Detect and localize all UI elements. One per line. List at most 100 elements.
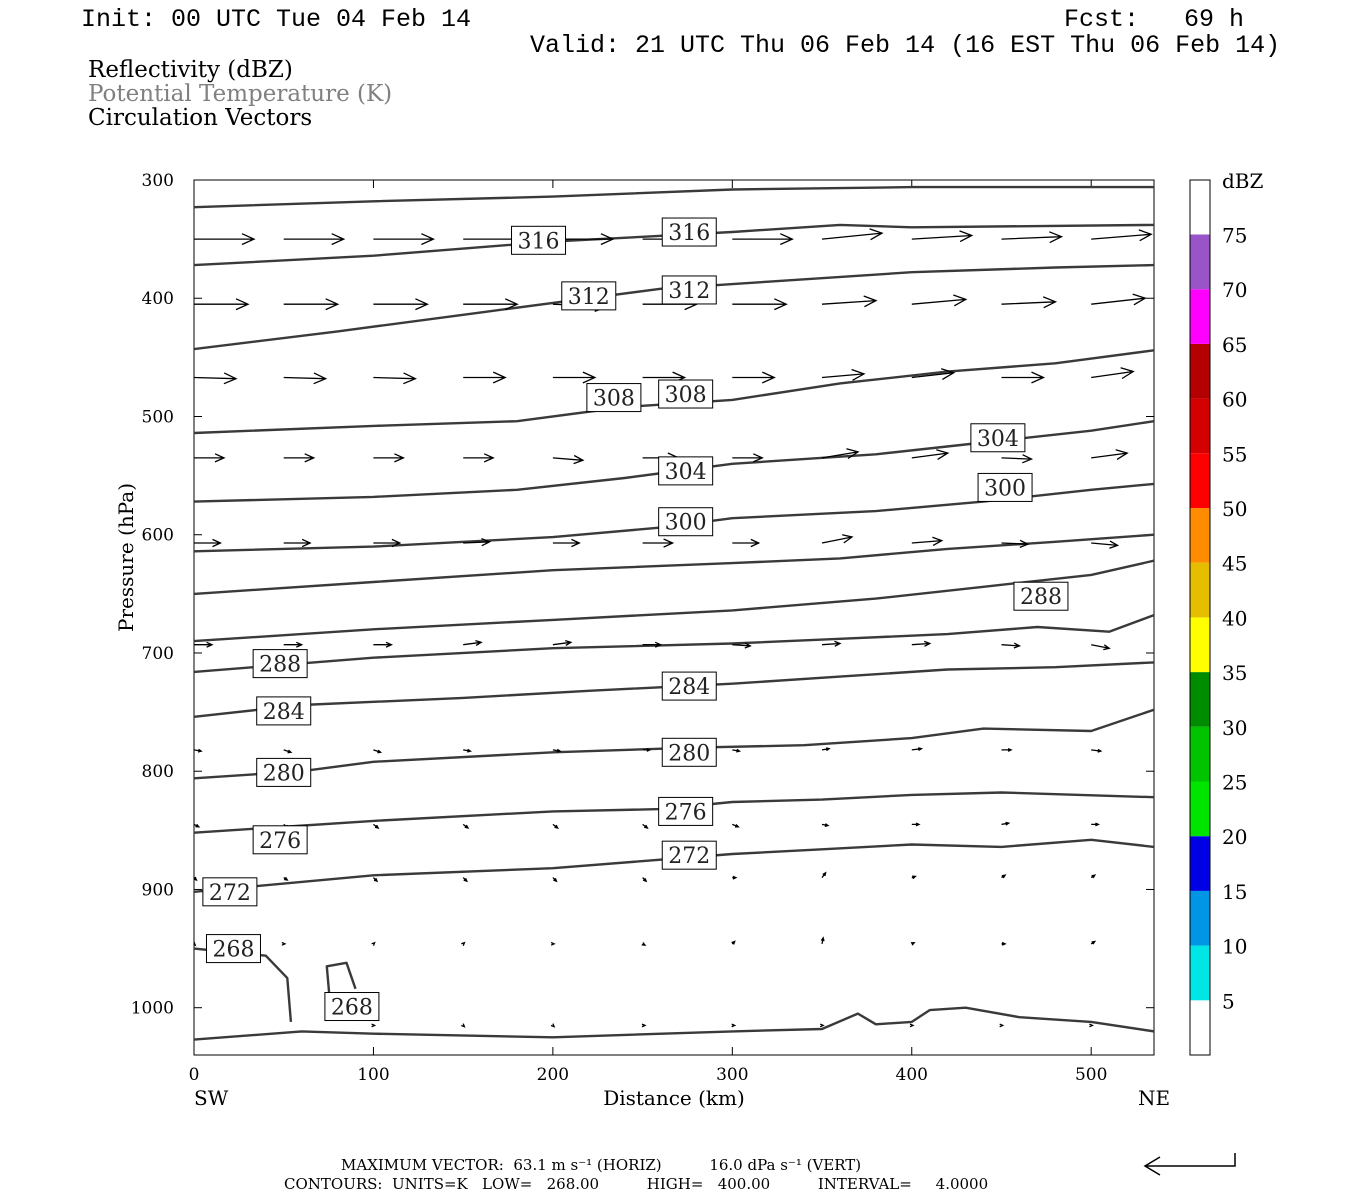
colorbar-level-label: 10 xyxy=(1222,935,1247,959)
circulation-vector xyxy=(1090,874,1097,879)
circulation-vector xyxy=(1001,296,1058,309)
contour-label: 288 xyxy=(1020,585,1062,610)
circulation-vector xyxy=(283,233,346,246)
colorbar-segment xyxy=(1190,180,1210,235)
circulation-vector xyxy=(999,1023,1005,1028)
contour-label: 304 xyxy=(977,427,1019,452)
colorbar-level-label: 20 xyxy=(1222,825,1247,849)
theta-contour xyxy=(194,185,1154,209)
theta-contour xyxy=(194,838,1154,893)
contour-label: 268 xyxy=(331,996,373,1021)
circulation-vector xyxy=(732,748,742,753)
contour-label-box xyxy=(256,757,312,787)
legend-circulation-vectors: Circulation Vectors xyxy=(88,105,313,131)
circulation-vector xyxy=(463,639,483,646)
circulation-vector xyxy=(1001,874,1007,879)
colorbar-segment xyxy=(1190,672,1210,727)
theta-contour xyxy=(194,482,1154,553)
x-axis-label: Distance (km) xyxy=(603,1086,745,1110)
circulation-vector xyxy=(1091,540,1120,549)
colorbar-level-label: 70 xyxy=(1222,278,1247,302)
colorbar-segment xyxy=(1190,234,1210,290)
circulation-vector xyxy=(909,1023,915,1028)
colorbar-level-label: 5 xyxy=(1222,989,1235,1013)
colorbar-segment xyxy=(1190,726,1210,782)
theta-contour xyxy=(194,420,1154,503)
circulation-vector xyxy=(1091,748,1103,753)
x-tick-label: 500 xyxy=(1075,1065,1107,1085)
colorbar-segment xyxy=(1190,781,1210,837)
x-end-label-left: SW xyxy=(194,1086,229,1110)
valid-time: Valid: 21 UTC Thu 06 Feb 14 (16 EST Thu … xyxy=(530,31,1281,60)
circulation-vector xyxy=(821,368,866,381)
theta-contour xyxy=(194,263,1154,351)
theta-contour xyxy=(194,613,1154,674)
colorbar-segment xyxy=(1190,890,1210,946)
reference-vector-arrow xyxy=(1143,1153,1236,1176)
contour-label: 308 xyxy=(665,383,707,408)
circulation-vector xyxy=(552,538,581,548)
circulation-vector xyxy=(732,642,752,649)
circulation-vector xyxy=(373,641,394,648)
circulation-vector xyxy=(1091,822,1100,827)
circulation-vector xyxy=(283,641,304,648)
circulation-vector xyxy=(194,233,256,246)
colorbar-level-label: 25 xyxy=(1222,771,1247,795)
y-tick-label: 600 xyxy=(142,526,174,546)
circulation-vector xyxy=(732,823,740,828)
contour-info-note: CONTOURS: UNITS=K LOW= 268.00 HIGH= 400.… xyxy=(284,1175,989,1193)
colorbar-segment xyxy=(1190,945,1210,1001)
contour-label-box xyxy=(658,507,714,537)
circulation-vector xyxy=(552,371,597,384)
circulation-vector xyxy=(911,747,924,751)
colorbar-segment xyxy=(1190,289,1210,344)
circulation-vector xyxy=(1001,371,1046,384)
colorbar-unit-label: dBZ xyxy=(1222,169,1264,193)
contour-label-box xyxy=(252,649,308,679)
circulation-vector xyxy=(552,639,573,646)
y-tick-label: 800 xyxy=(142,762,174,782)
circulation-vector xyxy=(1091,644,1111,651)
contour-label: 316 xyxy=(518,229,560,254)
circulation-vector xyxy=(821,295,878,308)
colorbar-level-label: 40 xyxy=(1222,606,1247,630)
circulation-vector xyxy=(819,1023,825,1028)
circulation-vector xyxy=(1091,293,1147,306)
circulation-vector xyxy=(461,941,466,946)
colorbar-segment xyxy=(1190,508,1210,563)
theta-contour xyxy=(194,791,1154,834)
colorbar-segment xyxy=(1190,562,1210,618)
circulation-vector xyxy=(373,453,405,463)
circulation-vector xyxy=(550,1023,556,1028)
colorbar-segment xyxy=(1190,398,1210,454)
contour-label-box xyxy=(586,383,642,413)
contour-label-box xyxy=(661,275,717,305)
contour-label-box xyxy=(511,225,567,255)
contour-label-box xyxy=(661,840,717,870)
circulation-vector xyxy=(373,233,435,246)
circulation-vector xyxy=(373,538,402,548)
circulation-vector xyxy=(1001,941,1007,946)
x-tick-label: 0 xyxy=(189,1065,200,1085)
circulation-vector xyxy=(1001,821,1011,826)
circulation-vector xyxy=(372,877,379,883)
circulation-vector xyxy=(911,294,968,307)
circulation-vector xyxy=(911,449,950,460)
colorbar-segment xyxy=(1190,1000,1210,1055)
circulation-vector xyxy=(732,298,788,311)
circulation-vector xyxy=(371,941,376,946)
colorbar-level-label: 45 xyxy=(1222,552,1247,576)
contour-label-box xyxy=(324,992,380,1022)
contour-label-box xyxy=(661,671,717,701)
circulation-vector xyxy=(821,640,842,647)
circulation-vector xyxy=(732,371,776,384)
circulation-vector xyxy=(732,453,764,463)
circulation-vector xyxy=(552,454,585,465)
circulation-vector xyxy=(642,538,675,548)
contour-label-box xyxy=(661,217,717,247)
y-tick-label: 700 xyxy=(142,644,174,664)
init-time: Init: 00 UTC Tue 04 Feb 14 xyxy=(81,5,472,34)
contour-label: 312 xyxy=(668,279,710,304)
colorbar-level-label: 55 xyxy=(1222,442,1247,466)
